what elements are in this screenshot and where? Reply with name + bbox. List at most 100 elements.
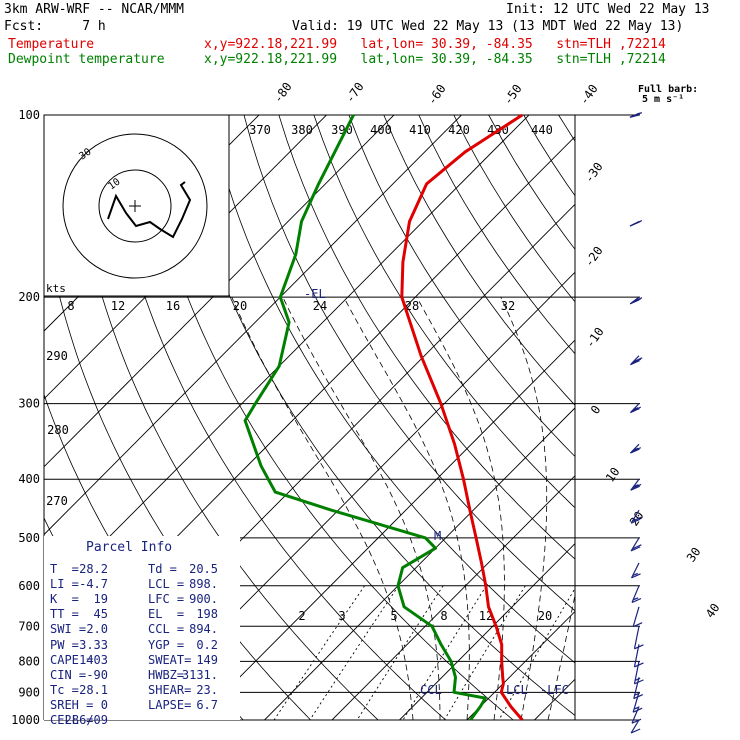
parcel-info-cell: LAPSE= [148,697,192,712]
parcel-info-cell: 20.5 [189,562,218,576]
mixing-ratio-2 [273,585,365,720]
barb-staff [631,706,640,724]
wind-barb [630,355,643,366]
hodograph-ring-inner [98,169,172,243]
barb-flag [632,357,643,363]
isotherm-label--30: -30 [582,160,606,186]
parcel-info-cell: 6.7 [196,697,218,712]
barb-flag [634,679,644,685]
pressure-label-1000: 1000 [11,713,40,727]
mixing-ratio-lines [273,585,575,720]
moist-adiabat-20 [343,296,470,720]
dry-adiabat-label-440: 440 [531,123,553,137]
speed-label-8: 8 [67,299,74,313]
barb-flag [632,544,642,550]
mixing-ratio-8 [402,585,487,720]
parcel-info-cell: CCL = [148,622,185,637]
isotherm--70 [44,115,462,536]
parcel-info-cell: SHEAR= [148,682,192,697]
parcel-info-cell: T = [50,562,79,576]
isotherm-label-40: 40 [703,601,723,621]
parcel-info-cell: Tc = [50,682,79,697]
barb-flag [630,448,640,454]
speed-label-16: 16 [166,299,180,313]
parcel-info-cell: 898. [189,577,218,592]
dry-adiabat-350 [313,115,575,509]
parcel-info-cell: LFC = [148,592,185,607]
mixing-ratio-label-20: 20 [538,609,552,623]
dry-adiabat-label-410: 410 [409,123,431,137]
barb-half-flag [634,677,641,681]
dry-adiabat-label-370: 370 [249,123,271,137]
moist-adiabat-lines [231,296,575,720]
moist-adiabat-24 [416,296,505,720]
dry-adiabat-label-400: 400 [370,123,392,137]
barb-flag [634,662,644,668]
dry-adiabat-330 [243,115,575,612]
mixing-ratio-label-8: 8 [440,609,447,623]
wind-barb [630,478,642,491]
isotherm-label--70: -70 [343,80,367,106]
parcel-info-cell: LI = [50,577,79,592]
barb-flag [632,111,643,118]
wind-barb [629,296,643,305]
temperature-legend-info: x,y=922.18,221.99 lat,lon= 30.39, -84.35… [204,37,666,52]
isotherm-10 [399,542,575,720]
wind-barb [630,537,642,552]
init-time: Init: 12 UTC Wed 22 May 13 [506,2,710,17]
wind-barb [629,220,643,227]
isotherm--80 [44,115,395,468]
barb-flag [631,483,642,490]
parcel-info-cell: 28.2 [79,562,108,576]
barb-flag [632,297,643,303]
barb-staff [630,719,640,734]
barb-flag [630,728,641,734]
dry-adiabat-380 [418,115,575,355]
wind-barb [629,111,643,118]
wind-barb [633,677,644,700]
barb-flag [632,707,643,713]
barb-flag [630,546,641,552]
pressure-label-500: 500 [18,531,40,545]
dewpoint-profile [243,114,487,721]
barb-staff [633,644,640,668]
dry-adiabat-label-290: 290 [46,349,68,363]
parcel-info-cell: CAPE = [50,652,94,667]
parcel-info-cell: 900. [189,592,218,607]
parcel-info-cell: 23. [196,682,218,697]
dewpoint-legend-info: x,y=922.18,221.99 lat,lon= 30.39, -84.35… [204,52,666,67]
pressure-label-400: 400 [18,472,40,486]
mixing-ratio-5 [356,585,444,720]
parcel-info-cell: Td = [148,562,177,576]
barb-flag [633,694,644,700]
lcl-marker: LCL [506,683,528,697]
parcel-info-cell: CELL = [50,713,94,727]
isotherm--20 [196,339,575,720]
parcel-info-cell: HWBZ= [148,667,185,682]
barb-flag [631,406,642,412]
parcel-info-cell: SWI = [50,622,87,637]
dry-adiabat-290 [103,115,446,720]
isotherm--10 [264,407,575,720]
isotherm-label--50: -50 [501,82,525,108]
parcel-info-cell: 28.1 [79,682,108,697]
parcel-info-cell: SWEAT= [148,652,192,667]
dry-adiabat-lines [44,115,740,720]
hodograph-units: kts [46,282,66,295]
isotherm-label-30: 30 [684,545,704,565]
wind-barb [632,692,643,713]
mixing-ratio-3 [309,585,399,720]
parcel-info-backing [44,536,240,720]
moist-adiabat-12 [231,296,414,720]
dry-adiabat-label-270: 270 [46,494,68,508]
parcel-info-cell: YGP = [148,637,185,652]
barb-flag [630,408,640,414]
model-title: 3km ARW-WRF -- NCAR/MMM [4,2,185,17]
dry-adiabat-label-380: 380 [291,123,313,137]
hodograph-trace [107,181,192,239]
dry-adiabat-340 [278,115,575,560]
barb-flag [630,518,641,524]
parcel-info-cell: 286/09 [64,713,108,727]
dry-adiabat-440 [629,115,740,720]
